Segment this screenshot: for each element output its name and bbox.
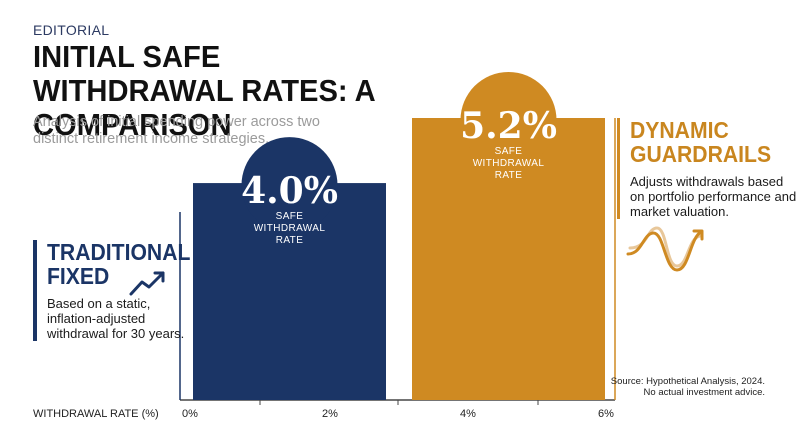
bar-sublabel: RATE [495, 170, 523, 181]
labels-layer: 4.0%SAFEWITHDRAWALRATE5.2%SAFEWITHDRAWAL… [241, 105, 557, 246]
bar-sublabel: WITHDRAWAL [254, 223, 326, 234]
bar-sublabel: SAFE [276, 211, 304, 222]
bar-value-label: 4.0% [241, 170, 338, 212]
page-title: INITIAL SAFE WITHDRAWAL RATES: A COMPARI… [33, 39, 375, 142]
bar-value-label: 5.2% [460, 105, 557, 147]
bar-badge [460, 72, 557, 168]
bar-sublabel: SAFE [495, 146, 523, 157]
bars-layer [193, 72, 605, 400]
x-tick-label: 2% [322, 408, 338, 420]
source-line-2: No actual investment advice. [643, 387, 765, 398]
trend-up-icon [129, 271, 165, 296]
x-tick-label: 0% [182, 408, 198, 420]
traditional-fixed-block: TRADITIONAL FIXED Based on a static, inf… [33, 240, 197, 341]
traditional-fixed-title: TRADITIONAL FIXED [47, 239, 191, 289]
dynamic-guardrails-block: DYNAMIC GUARDRAILS Adjusts withdrawals b… [617, 118, 800, 219]
wave-guardrail-icon [626, 226, 704, 272]
traditional-fixed-description: Based on a static, inflation-adjusted wi… [47, 296, 185, 341]
bar-sublabel: WITHDRAWAL [473, 158, 545, 169]
bar-badge [241, 137, 338, 234]
dynamic-guardrails-description: Adjusts withdrawals based on portfolio p… [630, 174, 797, 219]
dynamic-guardrails-title: DYNAMIC GUARDRAILS [630, 117, 772, 167]
bar-sublabel: RATE [276, 235, 304, 246]
source-note: Source: Hypothetical Analysis, 2024. No … [611, 376, 765, 398]
subtitle: Analysis of initial spending power acros… [33, 114, 320, 147]
x-tick-label: 6% [598, 408, 614, 420]
source-line-1: Source: Hypothetical Analysis, 2024. [610, 376, 765, 387]
x-tick-label: 4% [460, 408, 476, 420]
icons-layer [129, 226, 704, 296]
kicker: EDITORIAL [33, 22, 110, 38]
x-axis-title: WITHDRAWAL RATE (%) [33, 408, 159, 420]
